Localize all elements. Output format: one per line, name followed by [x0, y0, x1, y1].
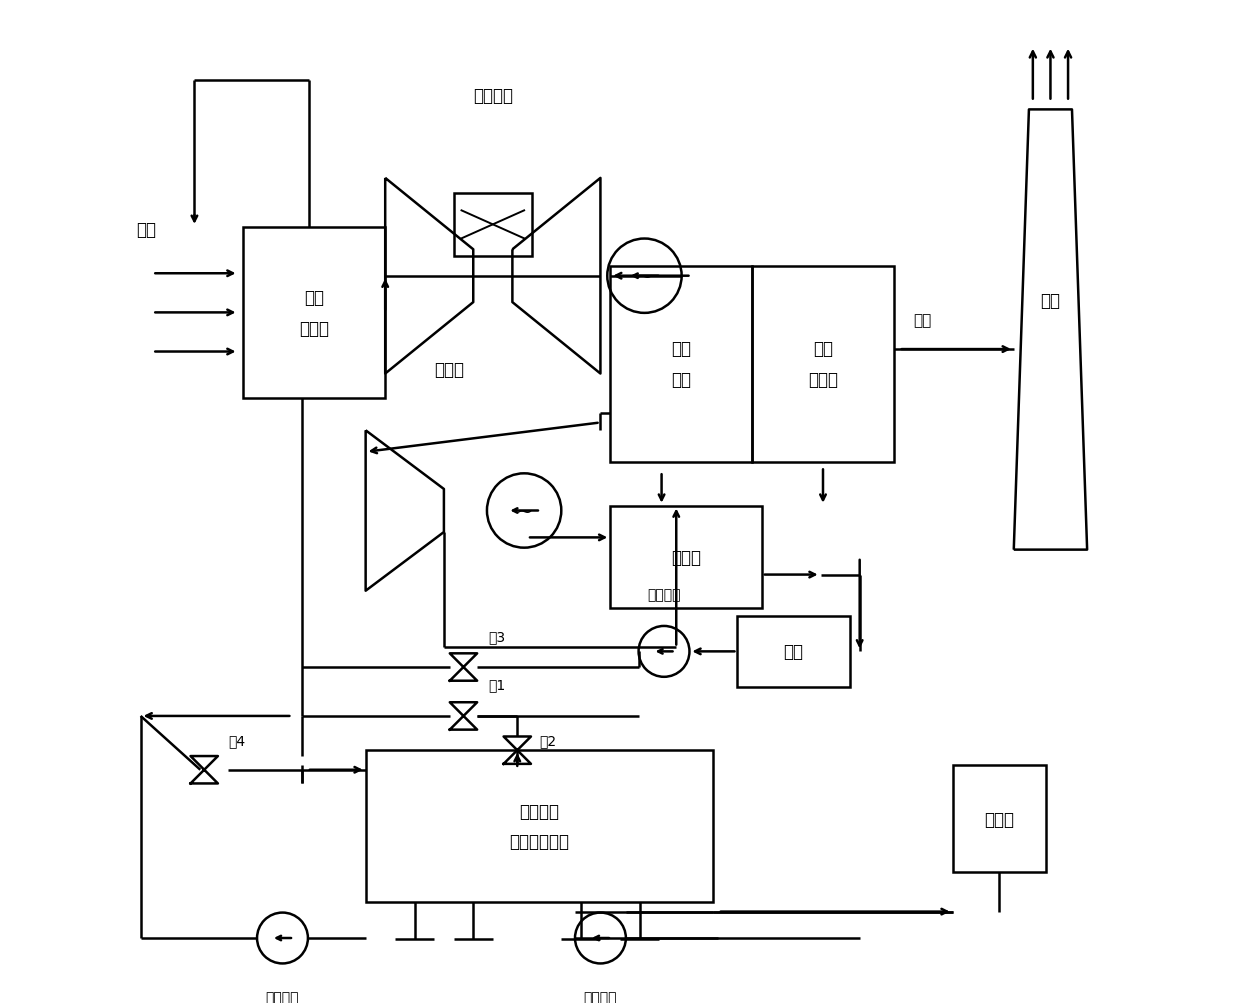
Text: 汽轮机: 汽轮机	[434, 360, 464, 378]
Bar	[454, 194, 532, 257]
Text: 阀2: 阀2	[539, 733, 556, 747]
Bar	[366, 750, 713, 902]
Text: 烟囱: 烟囱	[1040, 292, 1060, 310]
Text: 热水
发生器: 热水 发生器	[808, 340, 838, 388]
Text: 低温热水
溴化锂制冷机: 低温热水 溴化锂制冷机	[510, 801, 569, 851]
Bar	[243, 228, 386, 398]
Text: 余热
锅炉: 余热 锅炉	[671, 340, 691, 388]
Text: 第二水泵: 第二水泵	[265, 990, 299, 1003]
Bar	[753, 267, 894, 462]
Bar	[738, 617, 849, 687]
Text: 空气
换热器: 空气 换热器	[299, 289, 330, 337]
Text: ~: ~	[636, 267, 653, 287]
Text: 第三水泵: 第三水泵	[584, 990, 618, 1003]
Text: 空气: 空气	[135, 221, 156, 239]
Bar	[952, 765, 1045, 873]
Text: 凝汽器: 凝汽器	[671, 549, 701, 567]
Bar	[610, 507, 761, 609]
Text: 烟气: 烟气	[914, 313, 931, 328]
Bar	[610, 267, 753, 462]
Text: 冷却塔: 冷却塔	[985, 809, 1014, 827]
Text: 阀3: 阀3	[487, 629, 505, 643]
Text: 燃气轮机: 燃气轮机	[472, 86, 513, 104]
Text: 第一水泵: 第一水泵	[647, 588, 681, 602]
Text: 水箱: 水箱	[784, 643, 804, 661]
Text: 阀4: 阀4	[228, 733, 246, 747]
Text: ~: ~	[516, 500, 533, 521]
Text: 阀1: 阀1	[487, 678, 505, 692]
